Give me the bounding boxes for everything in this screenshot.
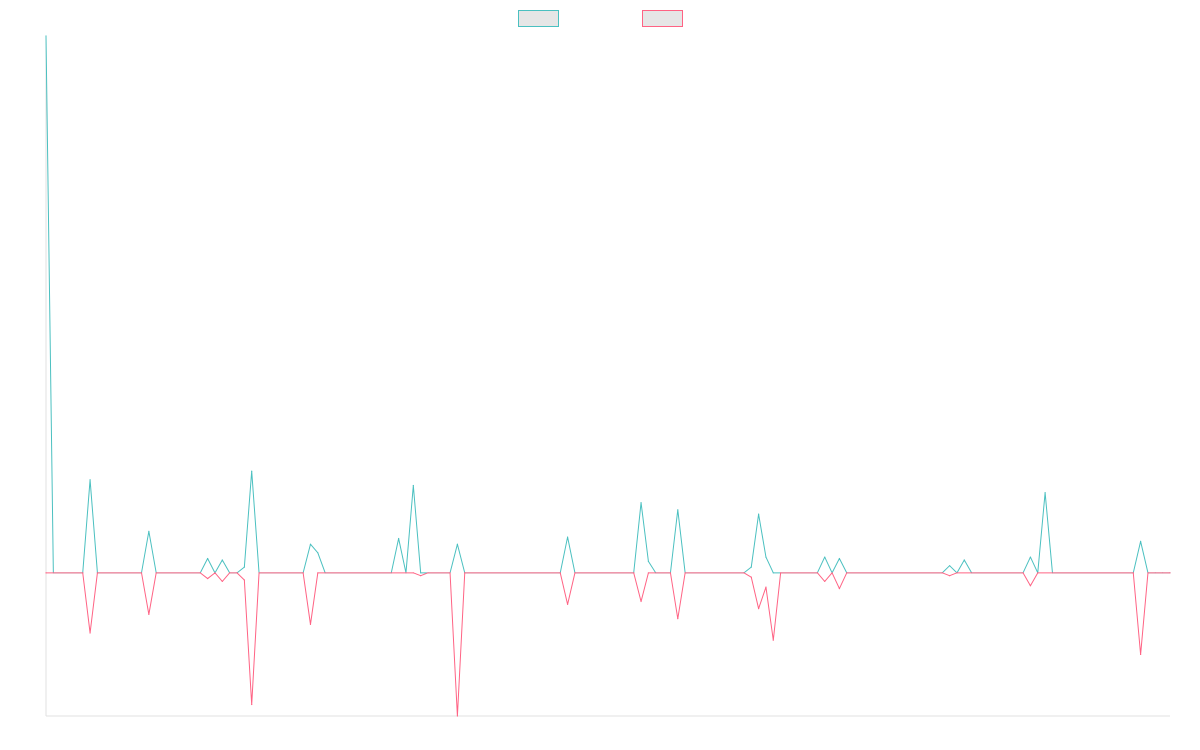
data-point [941, 572, 943, 574]
data-point [1169, 572, 1171, 574]
series-layer [45, 35, 1171, 717]
data-point [816, 572, 818, 574]
data-point [949, 575, 951, 577]
series-2-line [46, 572, 1170, 717]
data-point [566, 536, 569, 538]
data-point [640, 502, 642, 504]
data-point [449, 572, 451, 574]
data-point [743, 572, 745, 574]
data-point [82, 572, 84, 574]
data-point [633, 572, 635, 574]
series-1-line [45, 35, 1170, 574]
data-point [949, 565, 951, 567]
data-point [207, 557, 209, 560]
data-point [1029, 585, 1032, 587]
data-point [566, 603, 569, 605]
data-point [243, 566, 245, 568]
data-point [772, 639, 774, 641]
data-point [1140, 653, 1142, 656]
data-point [148, 613, 150, 615]
series-2 [45, 572, 1171, 717]
data-point [559, 572, 561, 574]
data-point [309, 543, 312, 545]
data-point [420, 575, 422, 577]
data-point [684, 572, 686, 574]
data-point [456, 543, 458, 545]
data-point [824, 556, 826, 558]
data-point [831, 572, 833, 574]
data-point [148, 530, 150, 532]
data-point [398, 537, 400, 540]
data-point [846, 572, 848, 574]
data-point [758, 608, 760, 610]
data-point [838, 557, 841, 560]
data-point [45, 35, 47, 37]
data-point [309, 623, 312, 625]
data-point [45, 572, 47, 574]
data-point [251, 703, 253, 706]
data-point [758, 513, 760, 515]
legend-swatch-series-1[interactable] [518, 10, 559, 27]
data-point [317, 572, 319, 574]
data-point [199, 572, 201, 574]
data-point [302, 572, 304, 574]
data-point [640, 600, 642, 603]
data-point [412, 572, 414, 574]
data-point [464, 572, 466, 574]
data-point [427, 572, 429, 574]
data-point [677, 618, 679, 620]
data-point [207, 577, 209, 580]
data-point [89, 632, 91, 634]
data-point [229, 572, 231, 574]
legend[interactable] [518, 10, 683, 27]
data-point [221, 559, 223, 561]
data-point [1140, 540, 1142, 542]
data-point [412, 484, 414, 487]
data-point [838, 587, 841, 590]
data-point [420, 572, 422, 574]
data-point [456, 715, 458, 717]
legend-swatch-series-2[interactable] [642, 10, 683, 27]
data-point [824, 580, 826, 583]
data-point [236, 572, 238, 574]
data-point [317, 552, 319, 554]
data-point [96, 572, 99, 574]
data-point [1037, 572, 1039, 574]
axes [45, 36, 1170, 717]
data-point [258, 572, 260, 574]
data-point [963, 559, 965, 561]
data-point [1147, 572, 1149, 574]
data-point [750, 566, 752, 568]
data-point [251, 470, 253, 472]
data-point [1044, 492, 1046, 494]
data-point [677, 509, 679, 511]
data-point [765, 586, 767, 588]
data-point [1029, 556, 1032, 558]
data-point [669, 572, 672, 574]
data-point [780, 572, 782, 574]
data-point [140, 572, 143, 574]
data-point [1132, 572, 1134, 574]
data-point [89, 479, 91, 481]
data-point [243, 579, 245, 581]
data-point [772, 572, 774, 574]
data-point [574, 572, 576, 574]
data-point [221, 580, 223, 583]
data-point [750, 576, 752, 578]
data-point [647, 560, 650, 562]
series-1 [45, 35, 1171, 574]
data-point [765, 556, 767, 558]
data-point [1022, 572, 1024, 574]
data-point [214, 572, 216, 574]
data-point [647, 572, 650, 574]
data-point [956, 572, 958, 574]
data-point [155, 572, 157, 574]
